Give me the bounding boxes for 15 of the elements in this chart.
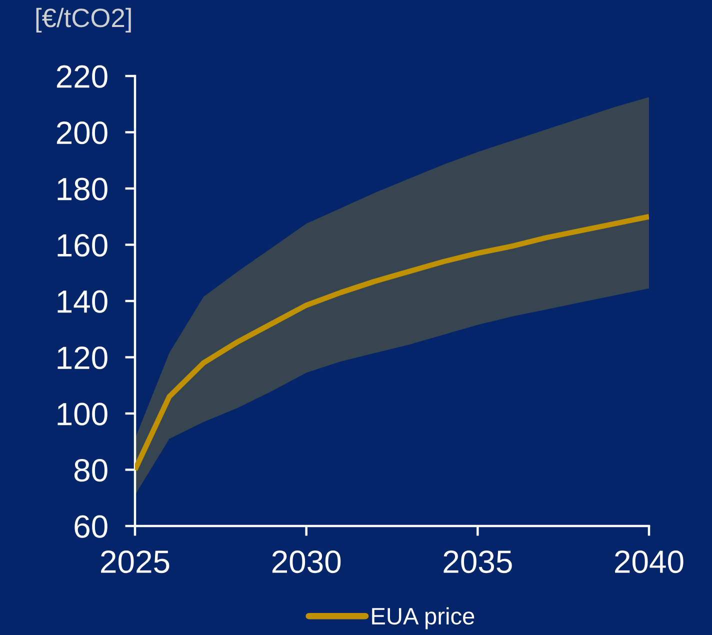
- x-tick-label: 2040: [615, 550, 684, 574]
- y-tick-label: 140: [58, 290, 108, 313]
- y-tick-label: 120: [58, 346, 108, 370]
- y-tick-label: 160: [58, 234, 108, 257]
- x-tick-label: 2030: [272, 550, 341, 574]
- y-tick-label: 180: [58, 178, 108, 200]
- x-tick-label: 2035: [444, 550, 512, 574]
- y-tick-label: 100: [58, 402, 108, 426]
- y-axis-title: [€/tCO2]: [36, 8, 131, 32]
- x-tick-label: 2025: [101, 550, 170, 574]
- y-tick-label: 200: [56, 122, 108, 144]
- y-tick-label: 80: [74, 459, 108, 482]
- legend-label: EUA price: [372, 607, 474, 630]
- y-tick-label: 60: [74, 515, 108, 538]
- y-tick-label: 220: [56, 65, 108, 88]
